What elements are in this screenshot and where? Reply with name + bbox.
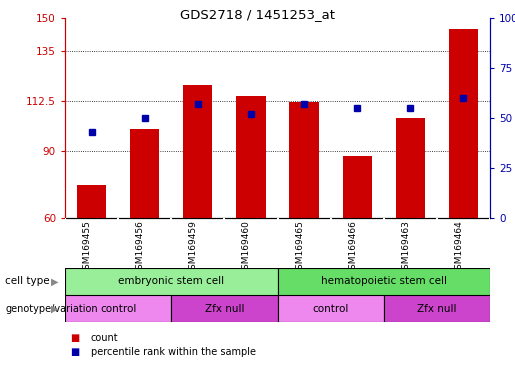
Bar [236, 96, 266, 218]
Bar [183, 84, 212, 218]
Text: control: control [313, 303, 349, 313]
Text: control: control [100, 303, 136, 313]
Text: ▶: ▶ [51, 303, 58, 313]
Text: percentile rank within the sample: percentile rank within the sample [91, 347, 256, 357]
Bar [396, 118, 425, 218]
Bar [278, 268, 490, 295]
Text: genotype/variation: genotype/variation [5, 303, 98, 313]
Bar [289, 103, 319, 218]
Text: GSM169459: GSM169459 [189, 220, 198, 275]
Text: GSM169465: GSM169465 [295, 220, 304, 275]
Bar [77, 185, 106, 218]
Bar [65, 295, 171, 322]
Bar [384, 295, 490, 322]
Text: GSM169460: GSM169460 [242, 220, 251, 275]
Text: GSM169456: GSM169456 [135, 220, 145, 275]
Text: GDS2718 / 1451253_at: GDS2718 / 1451253_at [180, 8, 335, 21]
Text: cell type: cell type [5, 276, 50, 286]
Text: GSM169463: GSM169463 [401, 220, 410, 275]
Text: Zfx null: Zfx null [204, 303, 244, 313]
Bar [278, 295, 384, 322]
Text: ▶: ▶ [51, 276, 58, 286]
Text: hematopoietic stem cell: hematopoietic stem cell [321, 276, 447, 286]
Text: embryonic stem cell: embryonic stem cell [118, 276, 225, 286]
Bar [130, 129, 159, 218]
Text: ■: ■ [70, 347, 79, 357]
Text: count: count [91, 333, 118, 343]
Bar [449, 29, 478, 218]
Bar [65, 268, 278, 295]
Text: Zfx null: Zfx null [417, 303, 457, 313]
Text: ■: ■ [70, 333, 79, 343]
Text: GSM169455: GSM169455 [82, 220, 92, 275]
Bar [171, 295, 278, 322]
Text: GSM169466: GSM169466 [348, 220, 357, 275]
Text: GSM169464: GSM169464 [454, 220, 464, 275]
Bar [342, 156, 372, 218]
